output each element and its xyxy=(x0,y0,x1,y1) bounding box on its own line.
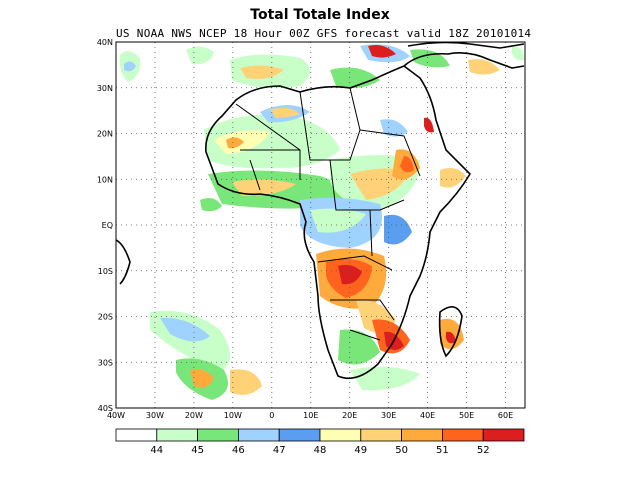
colorbar-label: 49 xyxy=(354,445,367,456)
colorbar-swatch xyxy=(156,428,199,442)
lon-label: 0 xyxy=(269,411,274,420)
colorbar: 44 45 46 47 48 49 50 51 52 xyxy=(115,428,525,456)
lat-label: 40S xyxy=(98,404,113,413)
lat-label: 20N xyxy=(97,130,113,139)
colorbar-swatch xyxy=(115,428,158,442)
lon-label: 10W xyxy=(224,411,242,420)
latitude-labels: 40N 30N 20N 10N EQ 10S 20S 30S 40S xyxy=(97,38,113,413)
lon-label: 10E xyxy=(303,411,318,420)
map-title: Total Totale Index xyxy=(250,7,390,23)
colorbar-label: 46 xyxy=(232,445,245,456)
colorbar-label: 50 xyxy=(395,445,408,456)
lat-label: 10S xyxy=(98,267,113,276)
coastlines xyxy=(116,42,525,380)
colorbar-label: 44 xyxy=(150,445,163,456)
lon-label: 30W xyxy=(146,411,164,420)
colorbar-swatch xyxy=(482,428,525,442)
map-subtitle: US NOAA NWS NCEP 18 Hour 00Z GFS forecas… xyxy=(116,27,532,40)
map-frame xyxy=(115,41,526,409)
colorbar-swatch xyxy=(360,428,402,442)
lat-label: 30N xyxy=(97,84,113,93)
longitude-labels: 40W 30W 20W 10W 0 10E 20E 30E 40E 50E 60E xyxy=(107,411,513,420)
colorbar-label: 47 xyxy=(273,445,286,456)
colorbar-swatch xyxy=(197,428,239,442)
colorbar-label: 52 xyxy=(477,445,490,456)
map-grid xyxy=(116,42,525,408)
colorbar-label: 51 xyxy=(436,445,449,456)
lat-label: 20S xyxy=(98,313,113,322)
colorbar-swatch xyxy=(319,428,362,442)
country-borders xyxy=(235,87,421,341)
lat-label: EQ xyxy=(102,221,113,230)
colorbar-swatch xyxy=(401,428,443,442)
lat-label: 10N xyxy=(97,175,113,184)
colorbar-swatch xyxy=(441,428,484,442)
lon-label: 30E xyxy=(381,411,396,420)
lon-label: 40W xyxy=(107,411,125,420)
lon-label: 50E xyxy=(459,411,474,420)
lat-label: 40N xyxy=(97,38,113,47)
lon-label: 20W xyxy=(185,411,203,420)
lon-label: 40E xyxy=(420,411,435,420)
colorbar-label: 45 xyxy=(191,445,204,456)
colorbar-swatch xyxy=(278,428,321,442)
index-field xyxy=(119,44,524,400)
lat-label: 30S xyxy=(98,358,113,367)
lon-label: 60E xyxy=(498,411,513,420)
colorbar-swatch xyxy=(237,428,280,442)
colorbar-label: 48 xyxy=(314,445,327,456)
lon-label: 20E xyxy=(342,411,357,420)
